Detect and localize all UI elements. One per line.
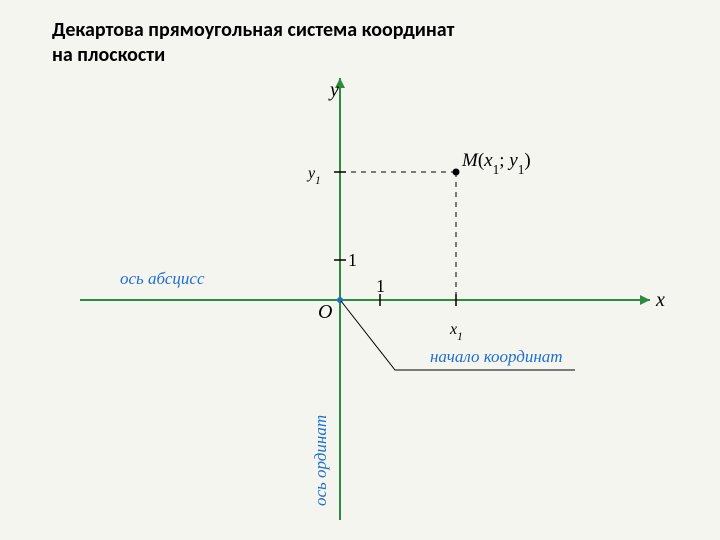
x1-proj-label: x1 bbox=[449, 321, 463, 343]
point-m-dot bbox=[453, 169, 460, 176]
coordinate-diagram: x y O 11 x1 y1 M(x1; y1) ось абсцисс начало коор… bbox=[0, 0, 720, 540]
diagram-title: Декартова прямоугольная система координа… bbox=[52, 18, 454, 68]
origin-annotation: начало координат bbox=[430, 347, 563, 366]
x-axis-arrow bbox=[640, 295, 650, 305]
x-unit-label: 1 bbox=[376, 276, 385, 296]
y-axis-label: y bbox=[328, 79, 339, 101]
origin-label: O bbox=[318, 301, 332, 323]
title-line-1: Декартова прямоугольная система координа… bbox=[52, 18, 454, 42]
x-axis-label: x bbox=[655, 289, 665, 311]
point-m-label: M(x1; y1) bbox=[461, 150, 531, 177]
y1-proj-label: y1 bbox=[306, 165, 321, 187]
abscissa-annotation: ось абсцисс bbox=[120, 269, 205, 288]
y-unit-label: 1 bbox=[348, 250, 357, 270]
title-line-2: на плоскости bbox=[52, 43, 165, 67]
ordinate-annotation: ось ординат bbox=[311, 415, 330, 506]
